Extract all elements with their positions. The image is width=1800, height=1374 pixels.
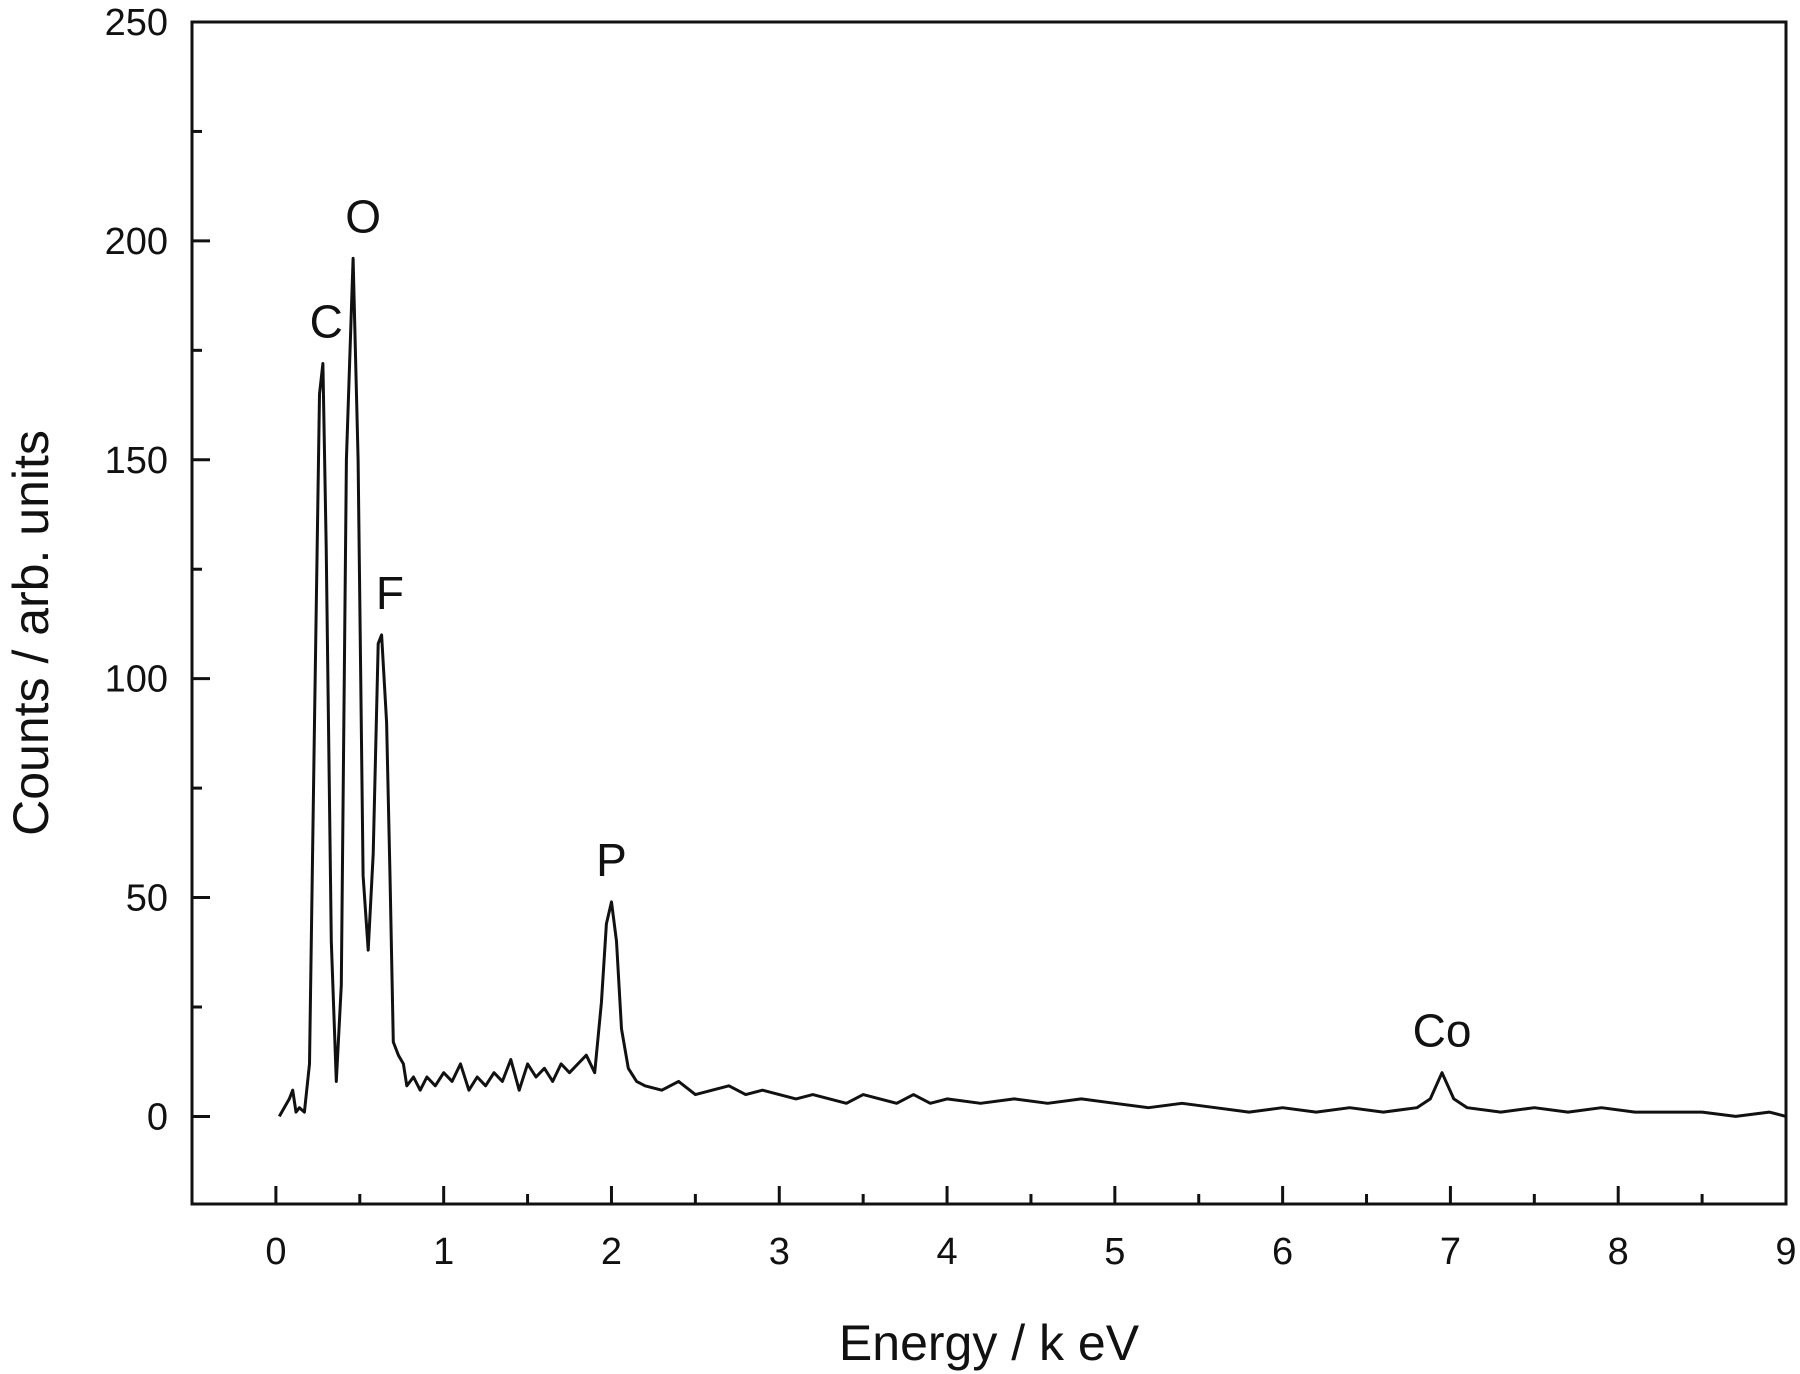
x-tick-label: 9 <box>1775 1231 1796 1273</box>
x-tick-label: 0 <box>265 1231 286 1273</box>
y-tick-label: 200 <box>105 221 168 263</box>
peak-label-o: O <box>345 190 381 242</box>
peak-labels: C O F P Co <box>310 190 1472 1056</box>
x-axis-tick-labels: 0 1 2 3 4 5 6 7 8 9 <box>265 1231 1796 1273</box>
plot-frame-group <box>190 20 1788 1206</box>
x-tick-label: 6 <box>1272 1231 1293 1273</box>
x-tick-label: 1 <box>433 1231 454 1273</box>
peak-label-c: C <box>310 295 343 347</box>
y-tick-label: 250 <box>105 2 168 44</box>
x-tick-label: 5 <box>1104 1231 1125 1273</box>
y-tick-label: 50 <box>126 878 168 920</box>
peak-label-f: F <box>376 567 404 619</box>
y-axis-title: Counts / arb. units <box>3 430 59 836</box>
peak-label-p: P <box>596 834 627 886</box>
x-tick-label: 3 <box>769 1231 790 1273</box>
peak-label-co: Co <box>1413 1005 1472 1057</box>
x-tick-label: 7 <box>1440 1231 1461 1273</box>
y-tick-label: 150 <box>105 440 168 482</box>
y-tick-label: 0 <box>147 1096 168 1138</box>
x-tick-label: 2 <box>601 1231 622 1273</box>
y-axis-tick-labels: 0 50 100 150 200 250 <box>105 2 168 1138</box>
x-tick-label: 8 <box>1608 1231 1629 1273</box>
y-axis-ticks <box>192 20 210 1118</box>
x-axis-ticks <box>190 1186 1788 1204</box>
y-tick-label: 100 <box>105 659 168 701</box>
spectrum-line <box>277 256 1787 1118</box>
x-tick-label: 4 <box>936 1231 957 1273</box>
x-axis-title: Energy / k eV <box>839 1315 1140 1371</box>
plot-frame <box>190 20 1788 1206</box>
